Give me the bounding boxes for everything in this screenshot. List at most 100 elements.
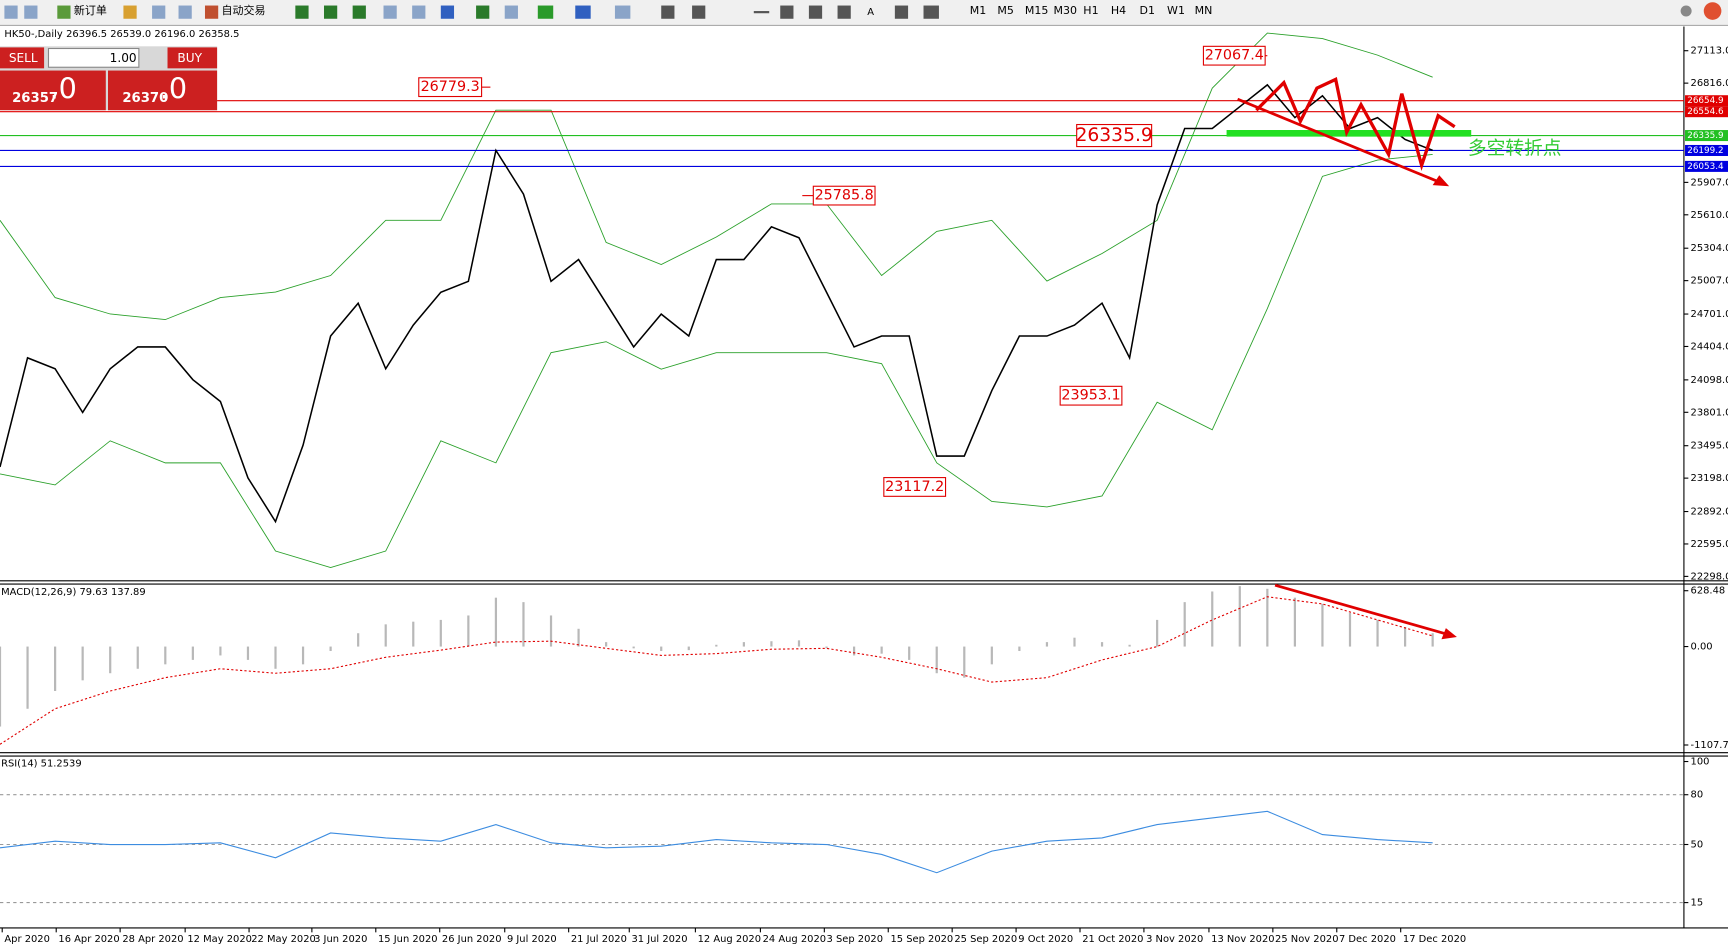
x-tick-label: 7 Dec 2020 [1339,934,1396,945]
macd-bar [1376,619,1379,647]
annotation-box [812,185,876,206]
timeframe[interactable]: M5 [997,4,1014,17]
sell-decimal[interactable]: .0 [50,71,77,105]
y-tick-label: 25007.0 [1691,276,1728,287]
icon[interactable] [383,5,397,19]
timeframe[interactable]: M1 [970,4,987,17]
text-tool[interactable]: A [867,7,874,18]
icon[interactable] [661,5,675,19]
macd-bar [329,646,332,652]
turning-point-note: 多空转折点 [1468,138,1562,159]
x-tick-label: 21 Oct 2020 [1082,934,1143,945]
new-order-icon[interactable] [57,5,71,19]
macd-bar [1404,627,1407,647]
icon[interactable] [575,5,591,19]
x-tick-label: 9 Oct 2020 [1018,934,1073,945]
icon[interactable] [753,11,770,14]
axes: 27113.0 26816.0 25907.0 25610.0 25304.0 25007… [1,46,1728,945]
x-tick-label: 26 Jun 2020 [442,934,502,945]
notification-icon[interactable] [1703,2,1722,20]
trade-panel: SELL BUY 1.00 26357 .0 26370 .0 [0,46,218,111]
macd-bar [1293,597,1296,647]
volume[interactable]: 1.00 [110,51,137,65]
buy-label[interactable]: BUY [177,51,202,65]
x-tick-label: 24 Aug 2020 [763,934,826,945]
macd-bar [577,628,580,647]
volume-box[interactable] [47,47,140,68]
icon[interactable] [692,5,706,19]
x-tick-label: 12 Aug 2020 [698,934,761,945]
buy-button[interactable] [167,47,218,69]
icon[interactable] [780,5,794,19]
bollinger-upper [0,32,1433,321]
y-tick-label: 0.00 [1691,642,1713,653]
icon[interactable] [476,5,490,19]
macd-bar [191,646,194,660]
icon[interactable] [178,5,192,19]
sell-price[interactable]: 26357 [12,91,58,106]
buy-price[interactable]: 26370 [122,91,168,106]
annotation-label: 26779.3 [421,79,480,95]
x-tick-label: 25 Nov 2020 [1275,934,1338,945]
y-tick-label: 80 [1691,790,1704,801]
timeframe[interactable]: M15 [1025,4,1049,17]
y-tick-label: 22595.0 [1691,539,1728,550]
macd-bar [494,597,498,647]
price [0,83,1433,524]
x-tick-label: 22 May 2020 [251,934,316,945]
price-level-tag [1685,95,1728,107]
timeframe[interactable]: D1 [1140,4,1156,17]
macd-bar [136,646,139,669]
toolbar-icons [4,2,1722,20]
sell-price-box[interactable] [0,70,106,111]
icon[interactable] [923,5,939,19]
icon[interactable] [504,5,518,19]
icon[interactable] [123,5,137,19]
macd-bar [990,646,993,665]
annotation-box [1059,385,1123,406]
y-tick-label: 24098.0 [1691,375,1728,386]
sell-label[interactable]: SELL [9,51,38,65]
buy-price-box[interactable] [108,70,218,111]
price-level-label: 26053.4 [1687,162,1724,172]
macd-bar [384,624,387,647]
icon[interactable] [152,5,166,19]
price-level-tag [1685,106,1728,118]
macd-bar [770,641,773,647]
icon[interactable] [614,5,631,19]
icon[interactable] [537,5,554,19]
timeframe[interactable]: MN [1195,4,1213,17]
timeframe[interactable]: W1 [1167,4,1185,17]
icon[interactable] [352,5,366,19]
macd-bar [549,615,553,647]
macd-bar [1100,642,1104,647]
search-icon[interactable] [1680,5,1692,17]
sell-button[interactable] [0,47,45,69]
macd-bar [632,646,635,649]
macd-arrow [1274,583,1450,637]
annotation-label: 23953.1 [1061,388,1120,404]
icon[interactable] [4,5,18,19]
y-tick-label: 25907.0 [1691,177,1728,188]
auto-trading-icon[interactable] [204,5,219,19]
new-order[interactable]: 新订单 [74,3,107,17]
icon[interactable] [324,5,338,19]
timeframe[interactable]: M30 [1054,4,1078,17]
price-level-tag [1685,144,1728,156]
buy-decimal[interactable]: .0 [160,71,187,105]
price-level-label: 26199.2 [1687,146,1723,156]
y-tick-label: 100 [1691,757,1710,768]
icon[interactable] [894,5,909,19]
macd-bar [54,646,57,691]
icon[interactable] [295,5,309,19]
icon[interactable] [24,5,38,19]
icon[interactable] [808,5,823,19]
icon[interactable] [440,5,455,19]
icon[interactable] [412,5,426,19]
timeframe[interactable]: H1 [1083,4,1098,17]
timeframe[interactable]: H4 [1111,4,1126,17]
icon[interactable] [837,5,851,19]
auto-trading[interactable]: 自动交易 [222,3,266,17]
annotation-box [418,77,483,98]
x-tick-label: 15 Sep 2020 [890,934,953,945]
